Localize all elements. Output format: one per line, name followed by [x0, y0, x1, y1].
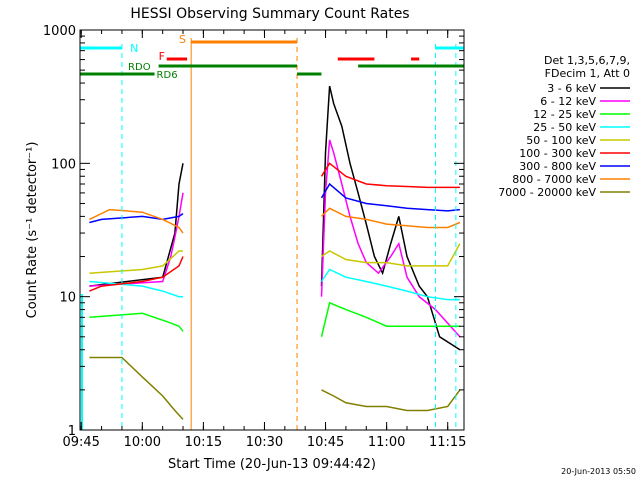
- series-line-7000-20000keV: [321, 389, 461, 412]
- legend-entry-label: 50 - 100 keV: [526, 134, 596, 147]
- legend-entry-label: 25 - 50 keV: [533, 121, 596, 134]
- series-line-25-50keV: [320, 268, 460, 301]
- series-line-800-7000keV: [320, 207, 461, 229]
- y-tick-label: 1: [68, 424, 76, 439]
- x-tick-label: 10:30: [246, 435, 283, 450]
- rd6-flag-label: RD6: [157, 70, 178, 81]
- series-line-6-12keV: [89, 192, 184, 287]
- chart-title: HESSI Observing Summary Count Rates: [130, 6, 409, 22]
- series-line-25-50keV: [89, 280, 183, 298]
- plot-frame: [79, 29, 465, 431]
- series-line-12-25keV: [89, 312, 184, 332]
- night-flag-label: N: [130, 42, 138, 55]
- footer-timestamp: 20-Jun-2013 05:50: [561, 467, 636, 476]
- legend-entry-label: 6 - 12 keV: [540, 95, 596, 108]
- series-line-7000-20000keV: [89, 356, 184, 420]
- series-line-50-100keV: [321, 243, 461, 267]
- y-tick-label: 10: [59, 291, 76, 306]
- y-axis-label: Count Rate (s⁻¹ detector⁻¹): [25, 142, 40, 319]
- legend-entry-label: 12 - 25 keV: [533, 108, 596, 121]
- series-line-50-100keV: [89, 250, 183, 274]
- legend-entry-label: 3 - 6 keV: [547, 82, 596, 95]
- x-axis-label: Start Time (20-Jun-13 09:44:42): [168, 457, 376, 472]
- legend-header-line: FDecim 1, Att 0: [545, 67, 630, 80]
- legend-entry-label: 100 - 300 keV: [519, 147, 596, 160]
- y-tick-label: 1000: [43, 24, 76, 39]
- saa-flag-label: S: [179, 33, 186, 46]
- legend-entry-label: 7000 - 20000 keV: [498, 186, 596, 199]
- series-line-100-300keV: [89, 256, 184, 292]
- series-line-800-7000keV: [89, 208, 184, 234]
- flare-flag-label: F: [159, 50, 165, 63]
- series-layer: [89, 85, 461, 420]
- x-tick-label: 11:15: [429, 435, 466, 450]
- legend-entry-label: 300 - 800 keV: [519, 160, 596, 173]
- series-line-100-300keV: [320, 162, 460, 189]
- series-line-12-25keV: [320, 301, 460, 337]
- x-tick-label: 10:15: [185, 435, 222, 450]
- x-tick-label: 09:45: [62, 435, 99, 450]
- legend-entry-label: 800 - 7000 keV: [512, 173, 596, 186]
- axes-layer: 09:45 10:00 10:15 10:30 10:45 11:00 11:15 1 10 10…: [43, 24, 467, 450]
- series-line-300-800keV: [320, 182, 460, 212]
- annotation-layer: N S F RDO RD6: [80, 33, 464, 430]
- x-tick-label: 11:00: [368, 435, 405, 450]
- series-line-300-800keV: [89, 212, 184, 224]
- rdo-flag-label: RDO: [128, 62, 151, 73]
- y-tick-label: 100: [51, 157, 76, 172]
- series-line-3-6keV: [89, 163, 184, 287]
- legend-header-line: Det 1,3,5,6,7,9,: [544, 54, 630, 67]
- x-tick-label: 10:00: [124, 435, 161, 450]
- x-tick-label: 10:45: [307, 435, 344, 450]
- series-line-3-6keV: [320, 85, 461, 351]
- legend: Det 1,3,5,6,7,9,FDecim 1, Att 0 3 - 6 keV…: [498, 54, 630, 199]
